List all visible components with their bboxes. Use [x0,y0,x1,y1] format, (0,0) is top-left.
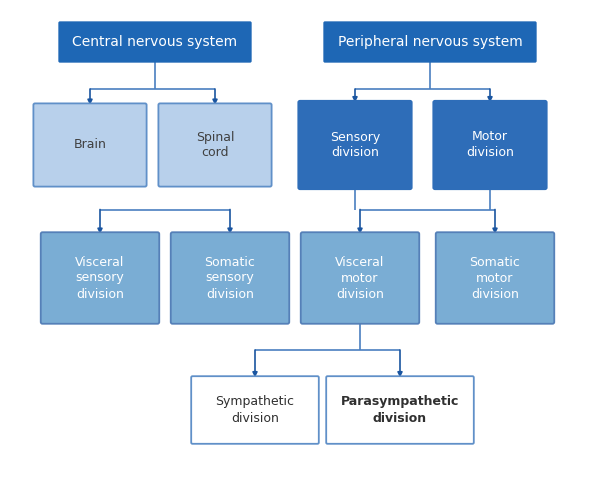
FancyBboxPatch shape [301,232,419,324]
FancyBboxPatch shape [433,101,547,189]
FancyBboxPatch shape [159,104,271,187]
Text: Peripheral nervous system: Peripheral nervous system [337,35,522,49]
FancyBboxPatch shape [34,104,146,187]
FancyBboxPatch shape [171,232,289,324]
Text: Somatic
sensory
division: Somatic sensory division [204,255,256,300]
FancyBboxPatch shape [191,376,319,444]
Text: Sympathetic
division: Sympathetic division [215,396,295,425]
FancyBboxPatch shape [436,232,554,324]
Text: Somatic
motor
division: Somatic motor division [470,255,520,300]
FancyBboxPatch shape [298,101,412,189]
Text: Brain: Brain [74,138,106,151]
FancyBboxPatch shape [59,22,251,62]
Text: Spinal
cord: Spinal cord [196,131,234,160]
Text: Visceral
sensory
division: Visceral sensory division [75,255,124,300]
FancyBboxPatch shape [41,232,159,324]
FancyBboxPatch shape [325,22,536,62]
Text: Motor
division: Motor division [466,131,514,160]
Text: Parasympathetic
division: Parasympathetic division [341,396,459,425]
FancyBboxPatch shape [326,376,474,444]
Text: Visceral
motor
division: Visceral motor division [336,255,385,300]
Text: Central nervous system: Central nervous system [73,35,237,49]
Text: Sensory
division: Sensory division [330,131,380,160]
